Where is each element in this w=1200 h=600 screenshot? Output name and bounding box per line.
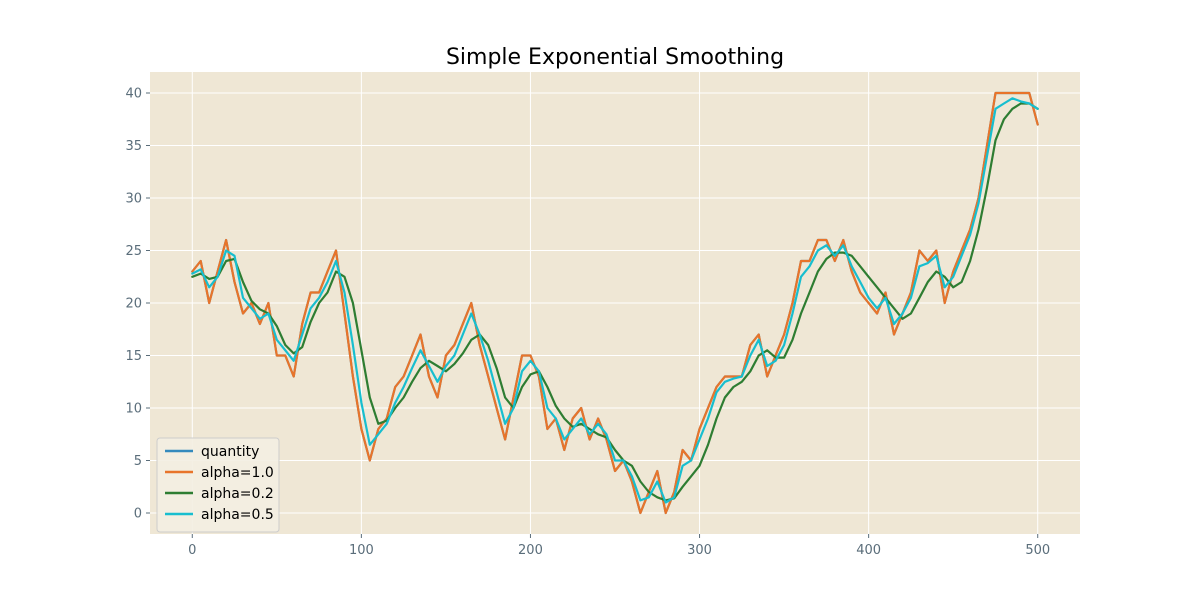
y-tick-label: 5 [134,454,142,469]
legend-label: alpha=0.5 [201,507,274,523]
y-tick-label: 20 [125,297,142,312]
y-tick-label: 0 [134,507,142,522]
y-tick-label: 40 [125,87,142,102]
x-tick-label: 0 [188,543,196,558]
series-line-3 [191,102,1039,502]
y-tick-label: 15 [125,349,142,364]
y-tick-label: 30 [125,192,142,207]
y-tick-label: 10 [125,402,142,417]
series-line-2 [191,91,1039,515]
x-tick-label: 100 [349,543,374,558]
x-tick-label: 300 [687,543,712,558]
legend-label: alpha=1.0 [201,465,274,481]
legend-label: quantity [201,444,259,460]
x-tick-label: 400 [856,543,881,558]
chart-title: Simple Exponential Smoothing [446,45,784,70]
legend-label: alpha=0.2 [201,486,274,502]
legend: quantity alpha=1.0 alpha=0.2 alpha=0.5 [156,437,280,533]
x-tick-label: 200 [518,543,543,558]
series-layer [191,91,1039,515]
axis-ticks: 0 100 200 300 400 500 0 5 10 15 20 25 30 35 40 [125,87,1050,559]
series-line-4 [191,97,1039,504]
legend-box [156,437,280,533]
y-tick-label: 35 [125,139,142,154]
y-tick-label: 25 [125,244,142,259]
x-tick-label: 500 [1025,543,1050,558]
grid [150,72,1080,534]
